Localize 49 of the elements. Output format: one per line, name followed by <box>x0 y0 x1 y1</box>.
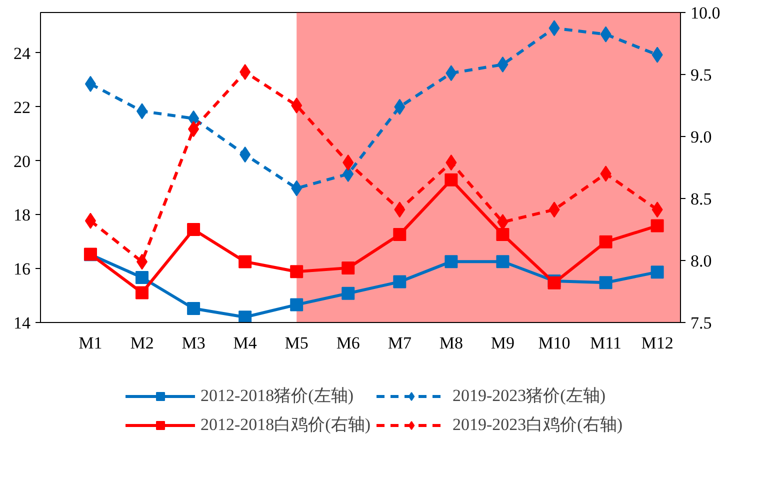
y2-tick-label: 10.0 <box>690 4 720 22</box>
point <box>650 219 664 232</box>
point <box>342 261 355 274</box>
x-tick-label: M12 <box>641 334 674 352</box>
point <box>290 298 304 312</box>
x-tick-label: M2 <box>130 334 154 352</box>
point <box>599 276 612 290</box>
x-tick-label: M10 <box>538 334 570 352</box>
point <box>187 223 200 236</box>
point <box>290 265 304 278</box>
point <box>342 286 355 300</box>
x-tick-label: M5 <box>284 334 308 352</box>
y-tick-label: 14 <box>14 314 31 332</box>
point <box>496 228 510 241</box>
y-tick-label: 16 <box>14 260 30 279</box>
x-tick-label: M11 <box>590 334 622 352</box>
point <box>599 235 612 248</box>
point <box>393 275 406 288</box>
y-tick-label: 20 <box>14 152 30 171</box>
y2-tick-label: 8.5 <box>690 190 712 208</box>
y2-tick-label: 7.5 <box>690 314 712 332</box>
point <box>393 228 406 241</box>
legend-label: 2019-2023猪价(左轴) <box>452 385 606 407</box>
y2-tick-label: 9.0 <box>690 128 712 146</box>
point <box>650 266 664 279</box>
point <box>444 255 458 268</box>
legend-label: 2012-2018猪价(左轴) <box>200 385 354 407</box>
y2-tick-label: 9.5 <box>690 66 712 84</box>
x-tick-label: M4 <box>233 334 258 352</box>
x-tick-label: M8 <box>439 334 464 352</box>
point <box>444 173 458 186</box>
point <box>238 310 252 322</box>
point <box>496 255 510 268</box>
legend-label: 2019-2023白鸡价(右轴) <box>452 414 622 436</box>
y2-tick-label: 8.0 <box>690 252 712 270</box>
point <box>136 286 149 300</box>
x-tick-label: M6 <box>336 334 360 352</box>
x-tick-label: M1 <box>78 334 102 352</box>
legend-label: 2012-2018白鸡价(右轴) <box>200 414 370 436</box>
y-tick-label: 24 <box>14 44 31 63</box>
point <box>136 270 149 284</box>
y-tick-label: 18 <box>14 206 30 225</box>
x-tick-label: M3 <box>182 334 206 352</box>
x-tick-label: M9 <box>490 334 515 352</box>
point <box>291 98 302 114</box>
point <box>238 255 252 268</box>
x-tick-label: M7 <box>388 334 412 352</box>
point <box>187 302 200 315</box>
y-tick-label: 22 <box>14 98 30 117</box>
